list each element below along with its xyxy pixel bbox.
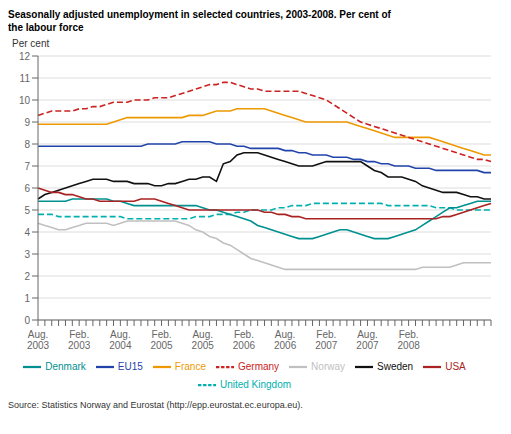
html-text:Norway: Norway xyxy=(311,360,345,372)
svg-text:Aug.2004: Aug.2004 xyxy=(109,329,132,351)
html-text:Germany: Germany xyxy=(238,360,280,372)
svg-text:0: 0 xyxy=(24,315,30,326)
svg-text:12: 12 xyxy=(19,51,31,62)
svg-text:3: 3 xyxy=(24,249,30,260)
svg-text:6: 6 xyxy=(24,183,30,194)
html-text:USA: USA xyxy=(445,360,466,372)
svg-text:Aug.2007: Aug.2007 xyxy=(356,329,379,351)
svg-text:4: 4 xyxy=(24,227,30,238)
svg-text:10: 10 xyxy=(19,95,31,106)
html-text:United Kingdom: United Kingdom xyxy=(219,378,292,390)
svg-text:Feb.2006: Feb.2006 xyxy=(233,329,256,351)
svg-text:Aug.2003: Aug.2003 xyxy=(27,329,50,351)
svg-text:9: 9 xyxy=(24,117,30,128)
svg-text:7: 7 xyxy=(24,161,30,172)
html-text:France: France xyxy=(174,360,206,372)
svg-text:Feb.2005: Feb.2005 xyxy=(150,329,173,351)
svg-text:5: 5 xyxy=(24,205,30,216)
html-text:Sweden: Sweden xyxy=(377,360,414,372)
svg-text:8: 8 xyxy=(24,139,30,150)
svg-text:Feb.2008: Feb.2008 xyxy=(398,329,421,351)
html-text:Denmark: Denmark xyxy=(45,360,86,372)
svg-text:2: 2 xyxy=(24,271,30,282)
html-text:Per cent: Per cent xyxy=(12,38,50,49)
svg-text:Aug.2005: Aug.2005 xyxy=(192,329,215,351)
html-text:Seasonally adjusted unemployme: Seasonally adjusted unemployment in sele… xyxy=(8,9,391,33)
svg-text:11: 11 xyxy=(20,73,31,84)
html-text:Source: Statistics Norway and: Source: Statistics Norway and Eurostat (… xyxy=(8,400,303,410)
svg-text:Aug.2006: Aug.2006 xyxy=(274,329,297,351)
svg-text:Feb.2007: Feb.2007 xyxy=(315,329,338,351)
svg-text:Feb.2003: Feb.2003 xyxy=(68,329,91,351)
html-text:EU15: EU15 xyxy=(117,360,143,372)
svg-text:1: 1 xyxy=(24,293,30,304)
